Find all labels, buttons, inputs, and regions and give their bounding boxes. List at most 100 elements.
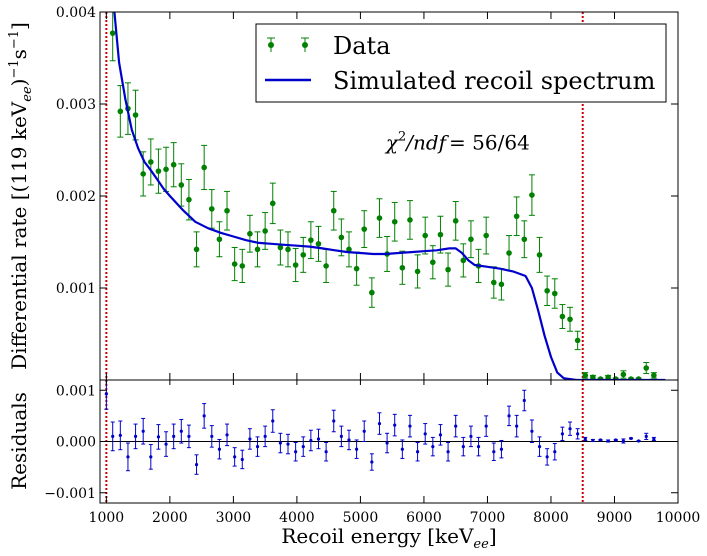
data-marker [376, 215, 383, 221]
residual-marker [309, 438, 313, 443]
residual-marker [225, 433, 229, 437]
residual-point [240, 449, 245, 470]
top-plot-layer [105, 12, 666, 380]
data-point [582, 372, 589, 379]
legend-label-fit: Simulated recoil spectrum [333, 67, 656, 95]
data-point [422, 216, 429, 255]
data-marker [346, 246, 352, 253]
residual-marker [484, 424, 488, 428]
residual-marker [507, 414, 511, 418]
data-marker [308, 237, 314, 243]
data-marker [239, 263, 246, 269]
residual-point [324, 442, 329, 462]
y-tick-label-bottom: 0.000 [56, 435, 96, 451]
data-marker [208, 206, 215, 212]
residual-point [141, 417, 146, 445]
residual-point [232, 447, 237, 467]
y-tick-label-bottom: 0.001 [56, 383, 96, 399]
y-label-close: ] [7, 22, 31, 30]
data-point [224, 190, 231, 231]
residual-point [423, 423, 428, 445]
residual-marker [217, 447, 222, 451]
residual-point [522, 389, 527, 412]
residual-point [552, 443, 557, 461]
residual-marker [149, 455, 153, 459]
data-point [376, 198, 383, 238]
residual-point [613, 438, 618, 442]
residual-marker [362, 429, 366, 433]
residual-point [118, 420, 123, 451]
data-point [368, 277, 375, 308]
data-marker [407, 217, 413, 223]
residual-marker [545, 455, 549, 459]
residual-point [331, 409, 336, 433]
residual-point [430, 436, 435, 457]
residual-marker [476, 445, 481, 449]
data-point [315, 225, 322, 262]
x-tick-label: 1000 [89, 510, 125, 526]
residual-marker [515, 424, 519, 428]
residual-point [628, 436, 633, 441]
residual-point [453, 414, 458, 438]
data-point [231, 247, 238, 282]
residual-point [179, 418, 184, 444]
residual-marker [294, 450, 298, 454]
data-marker [224, 207, 230, 214]
residual-point [651, 436, 656, 441]
data-marker [651, 372, 657, 379]
data-marker [315, 241, 322, 247]
residual-point [568, 421, 573, 436]
residual-plot-frame [99, 379, 679, 504]
data-marker [247, 230, 253, 237]
residual-point [293, 442, 298, 462]
residual-marker [118, 433, 122, 437]
data-marker [193, 246, 200, 253]
residual-point [209, 425, 214, 448]
data-point [285, 231, 292, 268]
residual-point [491, 442, 496, 461]
data-point [246, 214, 253, 253]
data-marker [506, 250, 512, 256]
residual-point [484, 415, 489, 437]
data-point [521, 220, 528, 259]
data-marker [369, 289, 375, 296]
residual-point [133, 423, 138, 450]
residual-marker [576, 432, 580, 436]
residual-marker [461, 445, 465, 449]
residual-marker [172, 434, 176, 438]
y-tick-label-top: 0.001 [56, 281, 96, 297]
residual-marker [454, 424, 458, 428]
chi2-symbol: χ [384, 131, 400, 155]
residual-marker [606, 439, 610, 443]
residual-marker [393, 423, 397, 427]
data-point [445, 252, 452, 287]
data-marker [132, 112, 139, 118]
data-marker [155, 168, 162, 174]
residual-point [171, 423, 176, 450]
residual-point [301, 436, 306, 457]
residual-marker [499, 447, 504, 451]
data-marker [323, 263, 329, 269]
residual-point [308, 429, 313, 452]
residual-point [186, 424, 191, 449]
residual-marker [347, 438, 351, 442]
residual-marker [408, 424, 412, 428]
data-point [650, 372, 657, 379]
data-point [559, 304, 566, 329]
residual-marker [614, 438, 618, 442]
data-marker [163, 166, 169, 173]
data-marker [605, 374, 611, 380]
x-tick-label: 4000 [279, 510, 315, 526]
residual-marker [156, 435, 161, 439]
residual-point [377, 412, 382, 435]
data-marker [399, 264, 406, 271]
residual-marker [530, 429, 534, 433]
residual-point [194, 454, 199, 475]
legend-label-data: Data [333, 32, 391, 60]
data-marker [178, 182, 185, 188]
x-tick-label: 7000 [470, 510, 506, 526]
residual-marker [133, 434, 138, 438]
data-marker [544, 287, 550, 294]
residual-point [110, 421, 115, 452]
legend-marker-data [267, 37, 309, 52]
